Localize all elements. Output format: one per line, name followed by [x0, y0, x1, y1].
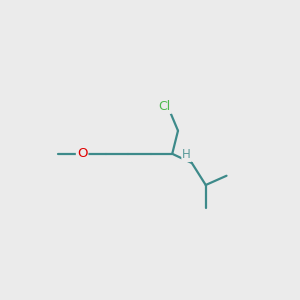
- Text: O: O: [77, 147, 87, 160]
- Text: H: H: [182, 148, 191, 161]
- Text: Cl: Cl: [159, 100, 171, 113]
